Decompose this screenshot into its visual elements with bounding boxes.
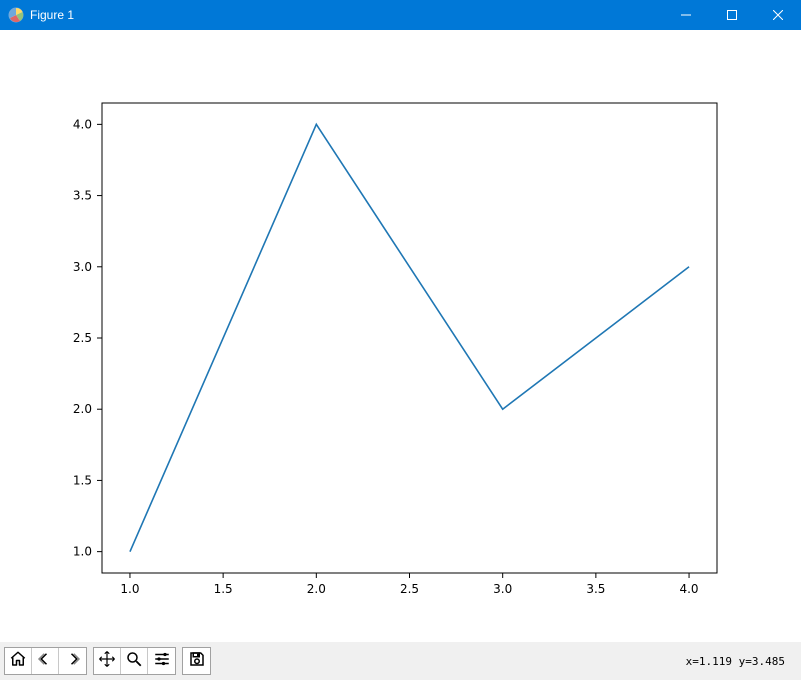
x-tick-label: 4.0: [679, 582, 698, 596]
x-tick-label: 2.5: [400, 582, 419, 596]
y-tick-label: 4.0: [73, 117, 92, 131]
subplots-icon: [153, 650, 171, 673]
back-button[interactable]: [32, 648, 59, 674]
y-tick-label: 3.0: [73, 260, 92, 274]
configure-subplots-button[interactable]: [148, 648, 175, 674]
x-tick-label: 1.5: [214, 582, 233, 596]
pan-button[interactable]: [94, 648, 121, 674]
toolbar-group-1: [4, 647, 87, 675]
save-icon: [188, 650, 206, 673]
y-tick-label: 2.5: [73, 331, 92, 345]
save-figure-button[interactable]: [183, 648, 210, 674]
window-titlebar: Figure 1: [0, 0, 801, 30]
y-tick-label: 3.5: [73, 189, 92, 203]
zoom-icon: [125, 650, 143, 673]
figure-canvas[interactable]: 1.0 1.5 2.0 2.5 3.0 3.5 4.0 1.0 1.5 2.0 2.5 3.0 3.5 4…: [0, 30, 801, 642]
x-tick-label: 3.5: [586, 582, 605, 596]
toolbar-group-3: [182, 647, 211, 675]
cursor-coordinates: x=1.119 y=3.485: [686, 655, 797, 668]
x-tick-label: 2.0: [307, 582, 326, 596]
window-minimize-button[interactable]: [663, 0, 709, 30]
y-tick-label: 2.0: [73, 402, 92, 416]
forward-button[interactable]: [59, 648, 86, 674]
forward-icon: [64, 650, 82, 673]
y-tick-label: 1.5: [73, 473, 92, 487]
window-title: Figure 1: [30, 8, 74, 22]
x-tick-label: 3.0: [493, 582, 512, 596]
back-icon: [36, 650, 54, 673]
window-close-button[interactable]: [755, 0, 801, 30]
window-maximize-button[interactable]: [709, 0, 755, 30]
navigation-toolbar: x=1.119 y=3.485: [0, 642, 801, 680]
line-chart: 1.0 1.5 2.0 2.5 3.0 3.5 4.0 1.0 1.5 2.0 2.5 3.0 3.5 4…: [0, 30, 801, 642]
toolbar-group-2: [93, 647, 176, 675]
home-button[interactable]: [5, 648, 32, 674]
x-tick-label: 1.0: [120, 582, 139, 596]
zoom-button[interactable]: [121, 648, 148, 674]
home-icon: [9, 650, 27, 673]
pan-icon: [98, 650, 116, 673]
matplotlib-app-icon: [8, 7, 24, 23]
y-tick-label: 1.0: [73, 545, 92, 559]
